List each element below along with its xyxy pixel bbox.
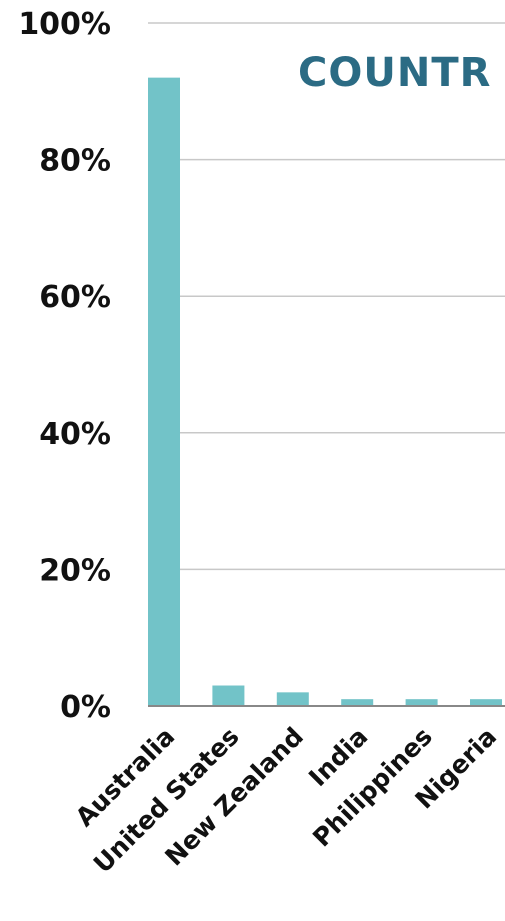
y-tick-label: 100% (18, 7, 111, 42)
chart-title: COUNTR (298, 50, 491, 96)
y-tick-label: 80% (39, 144, 111, 179)
y-tick-label: 20% (39, 553, 111, 588)
bar-india (341, 699, 374, 706)
bar-nigeria (470, 699, 502, 706)
y-tick-label: 40% (39, 417, 111, 452)
y-axis-labels: 0% 20% 40% 60% 80% 100% (18, 7, 111, 725)
y-tick-label: 0% (60, 690, 111, 725)
bar-philippines (405, 699, 438, 706)
bar-united-states (212, 685, 245, 706)
bar-new-zealand (276, 692, 309, 706)
bars (148, 77, 502, 706)
bar-australia (148, 77, 180, 706)
y-tick-label: 60% (39, 280, 111, 315)
gridlines (148, 22, 505, 571)
